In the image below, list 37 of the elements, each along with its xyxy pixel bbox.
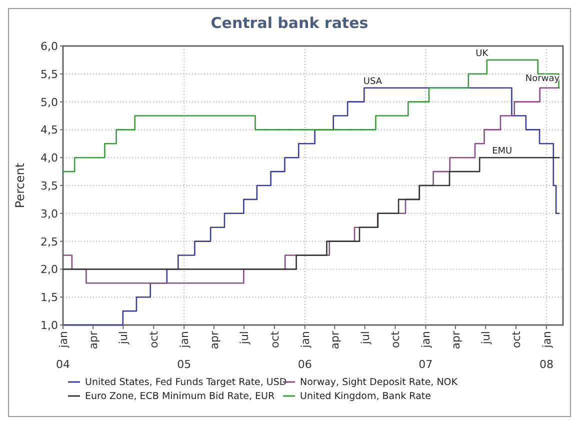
y-axis-title: Percent [13,162,27,208]
x-tick-label: jul [480,331,493,346]
x-tick-label: jan 07 [418,330,433,371]
legend-label: United Kingdom, Bank Rate [300,391,432,402]
x-tick-label: apr [449,330,462,350]
annotation: UK [476,48,490,59]
y-tick-label: 2,5 [40,235,58,248]
y-tick-label: 3,5 [40,180,58,192]
y-tick-label: 4,5 [40,124,58,137]
x-tick-label: oct [510,330,524,348]
y-tick-label: 1,0 [40,319,58,332]
x-tick-label: oct [389,330,402,348]
legend-label: United States, Fed Funds Target Rate, USD [85,377,287,388]
x-tick-label: jul [117,331,130,346]
x-tick-label: oct [148,330,161,348]
x-tick-label: apr [208,330,221,350]
x-tick-label: jan 08 [539,330,554,371]
y-tick-label: 3,0 [40,207,58,220]
x-tick-label: jan 04 [56,330,70,371]
x-tick-label: oct [268,330,282,348]
x-tick-label: jul [238,331,252,346]
legend-label: Norway, Sight Deposit Rate, NOK [300,377,458,388]
y-tick-label: 4,0 [40,152,58,165]
x-tick-label: jan 06 [298,330,312,371]
y-tick-label: 2,0 [40,263,58,276]
annotation: EMU [492,146,512,157]
y-tick-label: 1,5 [40,291,58,304]
legend-label: Euro Zone, ECB Minimum Bid Rate, EUR [85,391,275,402]
x-tick-label: jul [358,331,372,346]
y-tick-label: 5,5 [40,68,58,81]
x-tick-label: apr [87,330,100,350]
x-tick-label: apr [328,330,342,350]
annotation: USA [363,76,383,87]
x-tick-label: jan 05 [177,330,192,371]
y-tick-label: 6,0 [40,40,58,53]
y-tick-label: 5,0 [40,96,58,109]
chart-title: Central bank rates [210,14,368,32]
